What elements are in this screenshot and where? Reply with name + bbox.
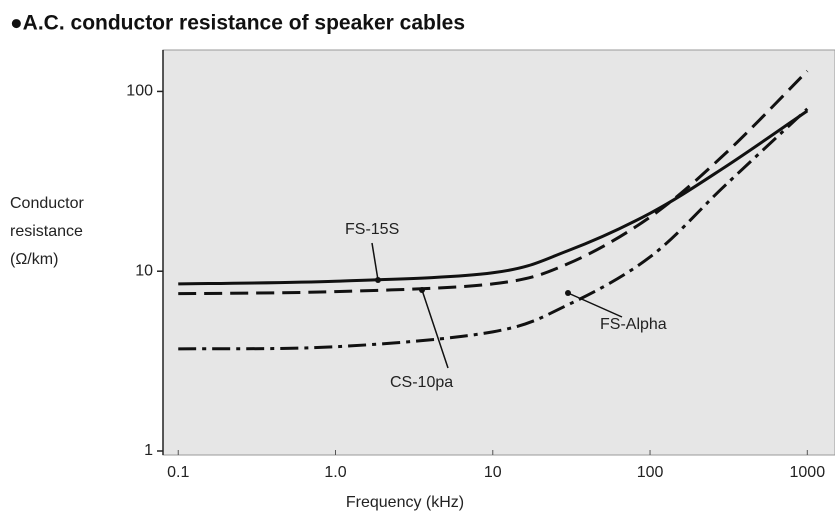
y-tick-label: 1 (144, 442, 153, 459)
callout-dot (419, 287, 425, 293)
series-line (178, 69, 809, 296)
callout-line (421, 289, 449, 369)
y-axis-label: (Ω/km) (10, 251, 58, 268)
plot-area (162, 49, 835, 456)
x-tick-label: 1000 (790, 464, 826, 481)
x-axis-label: Frequency (kHz) (346, 494, 464, 511)
y-tick-label: 100 (126, 83, 153, 100)
series-label: FS-15S (345, 221, 399, 238)
series-line (178, 107, 809, 351)
x-tick-label: 0.1 (167, 464, 189, 481)
series-label: CS-10pa (390, 374, 453, 391)
y-tick-label: 10 (135, 262, 153, 279)
callout-dot (375, 277, 381, 283)
series-line (178, 109, 809, 286)
callout-line (371, 242, 379, 281)
x-tick-label: 10 (484, 464, 502, 481)
y-axis-label: resistance (10, 223, 83, 240)
x-tick-label: 1.0 (324, 464, 346, 481)
callout-dot (565, 290, 571, 296)
chart-title: ●A.C. conductor resistance of speaker ca… (10, 12, 465, 35)
callout-line (567, 292, 623, 318)
x-tick-label: 100 (637, 464, 664, 481)
series-label: FS-Alpha (600, 316, 667, 333)
y-axis-label: Conductor (10, 195, 84, 212)
